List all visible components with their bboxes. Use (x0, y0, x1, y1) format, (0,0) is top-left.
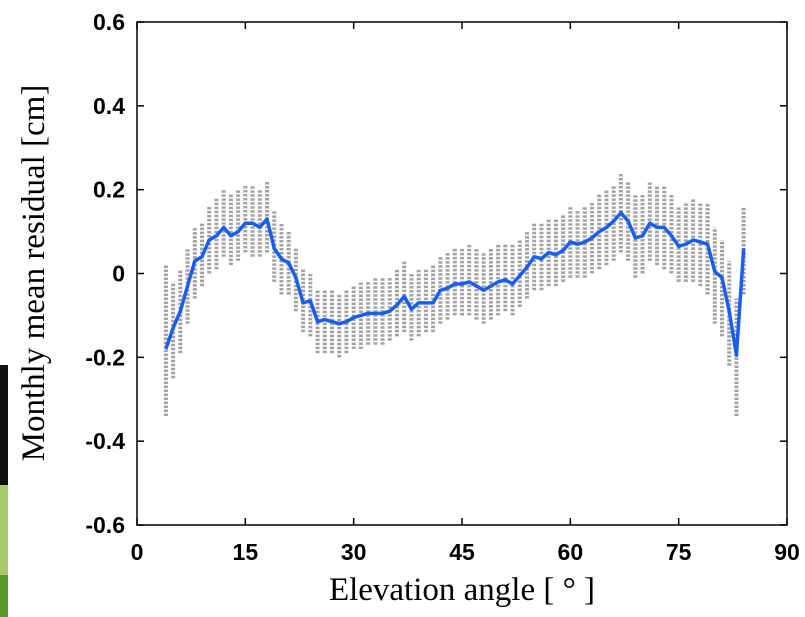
x-tick-label: 75 (666, 539, 692, 565)
x-tick-label: 60 (558, 539, 584, 565)
x-axis-label: Elevation angle [ ° ] (329, 572, 595, 608)
x-tick-label: 45 (449, 539, 475, 565)
y-tick-label: 0 (112, 261, 125, 287)
y-tick-label: 0.4 (93, 93, 125, 119)
y-tick-label: 0.6 (93, 9, 125, 35)
x-tick-label: 30 (341, 539, 367, 565)
y-axis-label: Monthly mean residual [cm] (16, 85, 52, 462)
y-tick-label: -0.6 (85, 512, 125, 538)
y-tick-label: -0.2 (85, 344, 125, 370)
mean-line (164, 210, 746, 357)
x-tick-label: 15 (233, 539, 259, 565)
edge-stripe (0, 485, 8, 575)
y-tick-label: -0.4 (85, 428, 125, 454)
x-tick-label: 0 (131, 539, 144, 565)
edge-stripe (0, 575, 8, 617)
edge-stripe (0, 365, 8, 485)
x-tick-label: 90 (774, 539, 800, 565)
y-tick-label: 0.2 (93, 177, 125, 203)
